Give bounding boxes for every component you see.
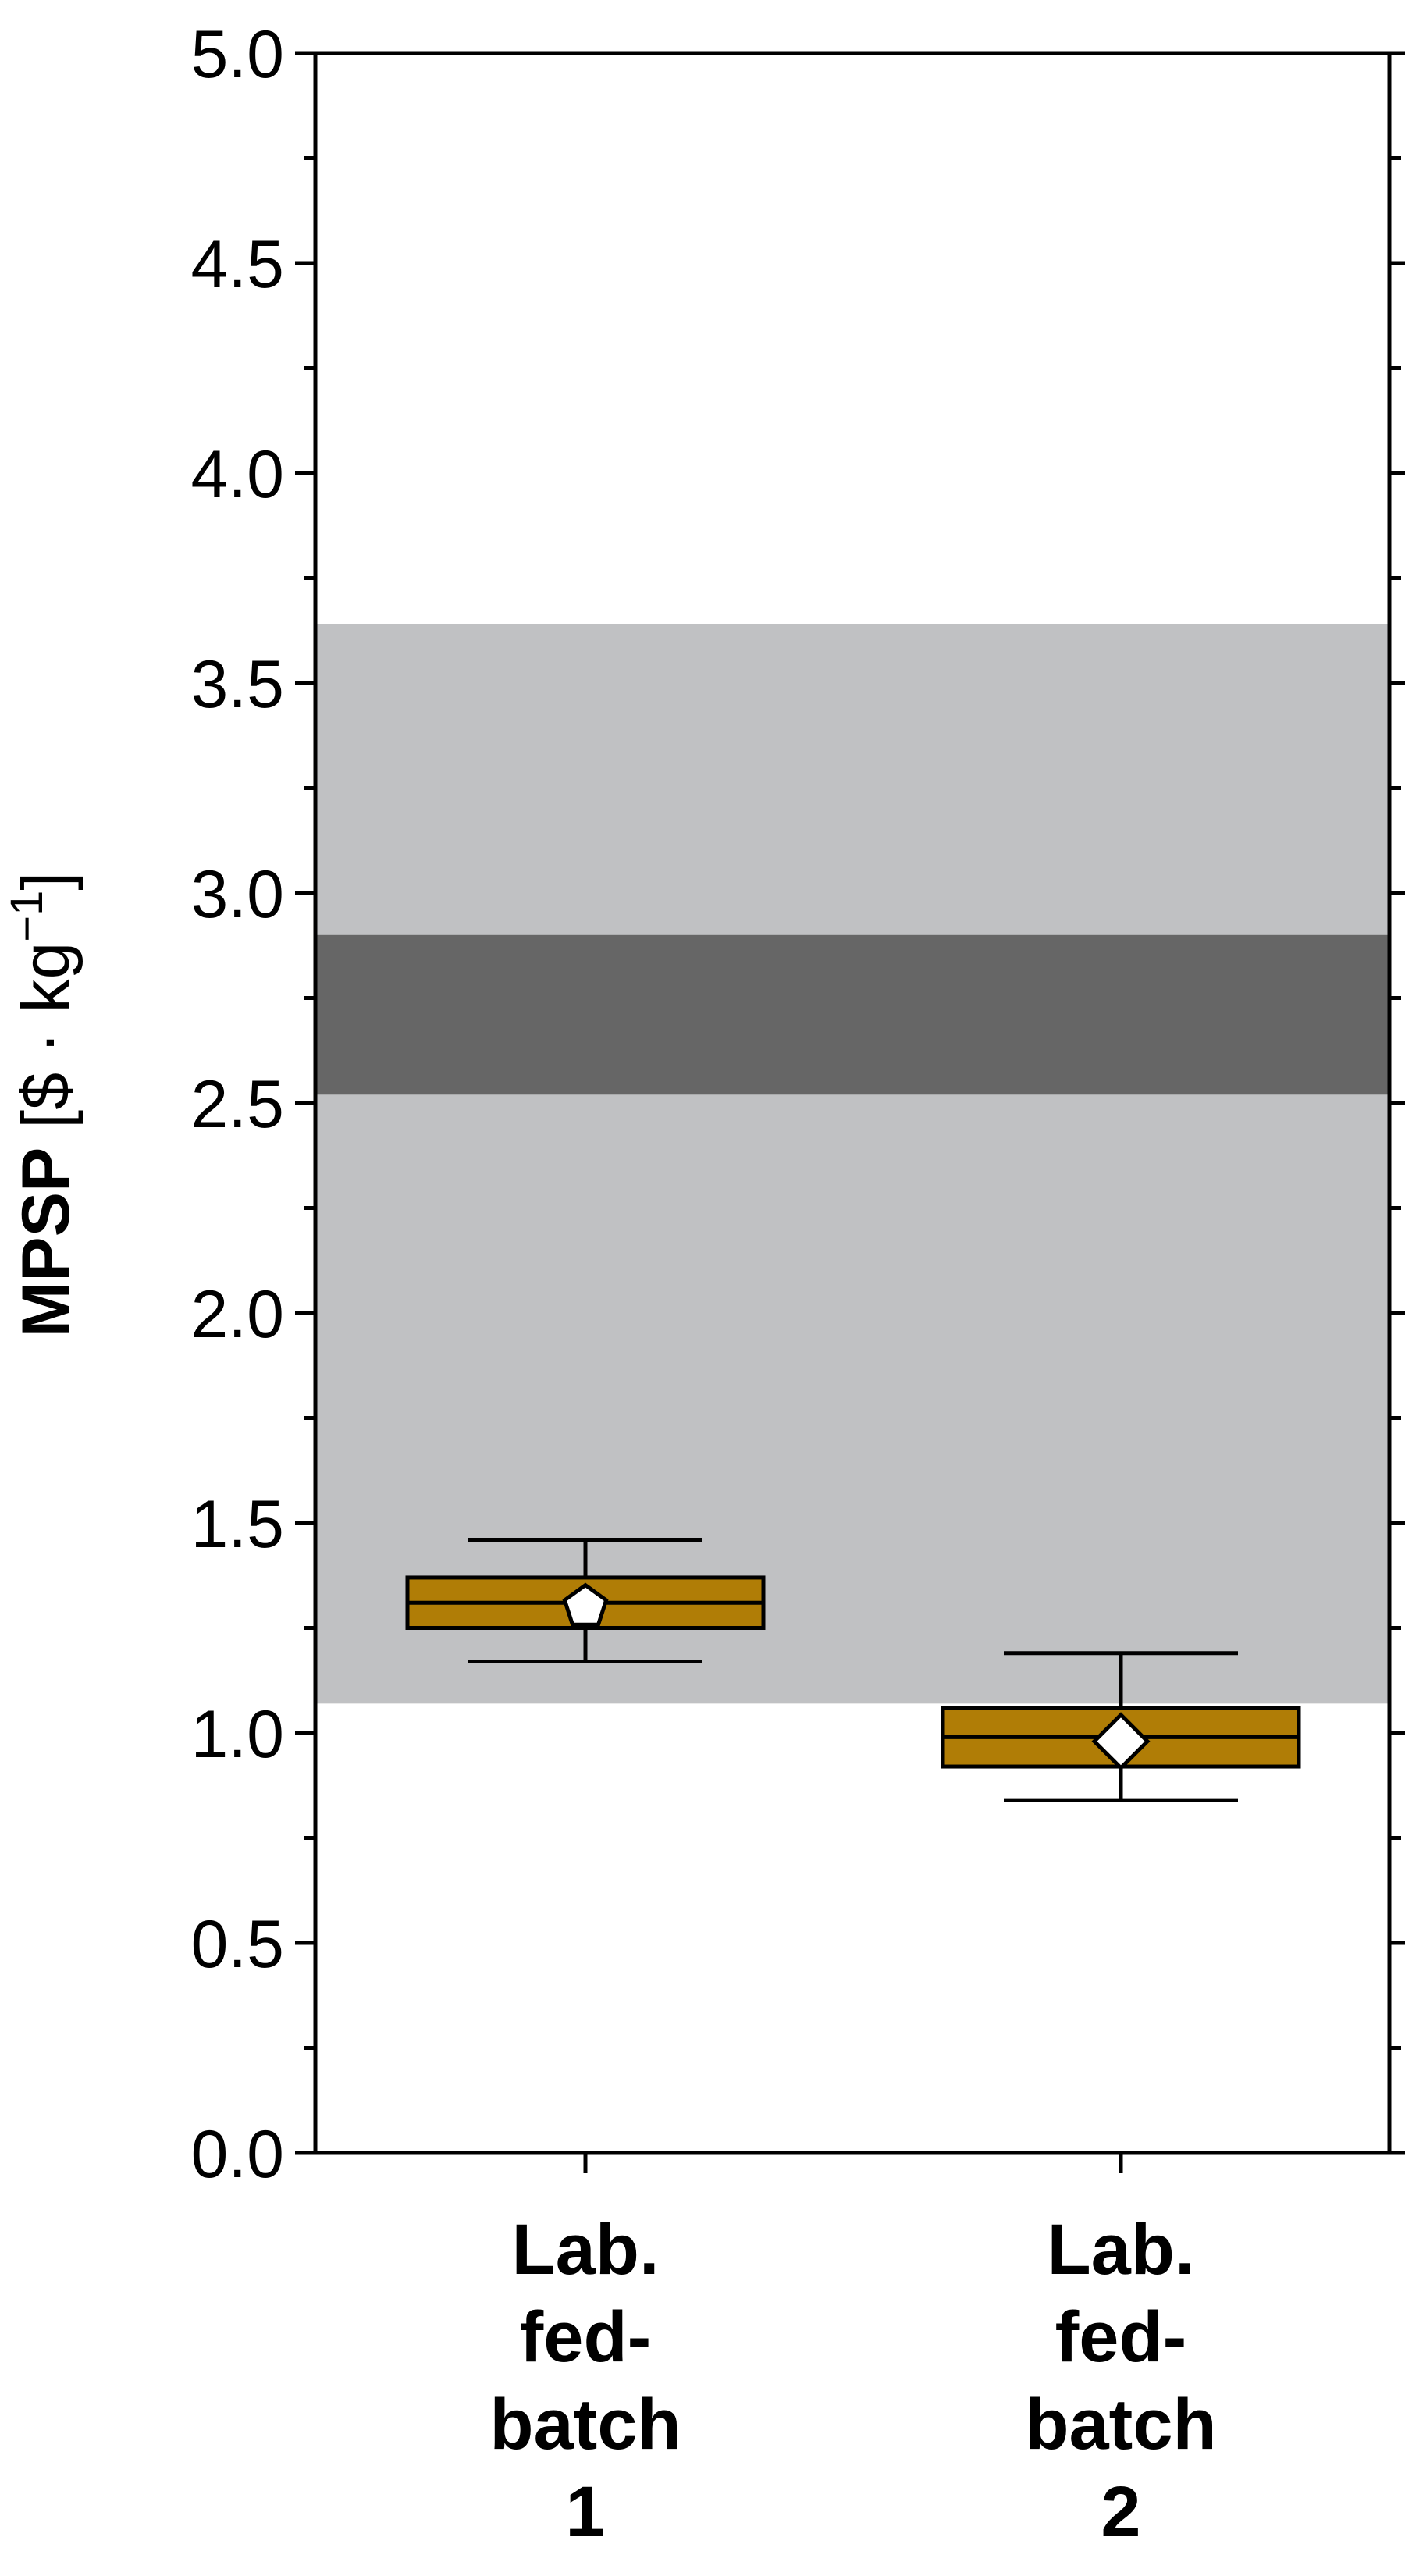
axis-ticks <box>295 51 1405 2173</box>
y-axis-label-close: ] <box>9 872 84 891</box>
y-tick-label: 2.5 <box>190 1067 284 1142</box>
y-tick-label: 2.0 <box>190 1277 284 1352</box>
x-category-label-line: batch <box>489 2385 681 2464</box>
y-tick-label: 5.0 <box>190 17 284 92</box>
reference-band-2 <box>315 934 1389 1095</box>
y-tick-label: 4.0 <box>190 437 284 512</box>
x-category-label-line: batch <box>1025 2385 1216 2464</box>
reference-band-1 <box>315 624 1389 1704</box>
x-category-label-line: 2 <box>1101 2472 1140 2552</box>
y-axis-label: MPSP [$ · kg−1] <box>2 872 84 1338</box>
y-tick-labels: 0.0 0.5 1.0 1.5 2.0 2.5 3.0 3.5 4.0 4.5 5.0 <box>190 17 284 2192</box>
x-category-label-line: Lab. <box>511 2210 659 2290</box>
y-tick-label: 3.0 <box>190 857 284 932</box>
box-plots <box>405 1538 1301 1802</box>
y-tick-label: 0.0 <box>190 2117 284 2192</box>
y-tick-label: 1.0 <box>190 1697 284 1772</box>
reference-bands <box>315 624 1389 1704</box>
x-category-label-line: Lab. <box>1047 2210 1194 2290</box>
mean-marker-diamond <box>1091 1712 1151 1771</box>
box-plot-1 <box>405 1538 766 1664</box>
mean-marker-pentagon <box>562 1582 609 1627</box>
y-tick-label: 4.5 <box>190 227 284 302</box>
x-category-label-line: fed- <box>520 2297 652 2377</box>
y-axis-label-bold: MPSP <box>9 1147 84 1338</box>
x-category-label-line: fed- <box>1055 2297 1187 2377</box>
y-tick-label: 3.5 <box>190 647 284 722</box>
y-axis-label-exponent: −1 <box>2 891 52 942</box>
y-tick-label: 0.5 <box>190 1907 284 1982</box>
x-category-label-1: Lab. fed-batch 1 <box>489 2210 681 2552</box>
y-tick-label: 1.5 <box>190 1487 284 1562</box>
box-plot-2 <box>941 1651 1301 1802</box>
x-category-label-2: Lab. fed-batch 2 <box>1025 2210 1216 2552</box>
x-category-label-line: 1 <box>565 2472 605 2552</box>
y-axis-label-units: [$ · kg <box>9 942 84 1147</box>
